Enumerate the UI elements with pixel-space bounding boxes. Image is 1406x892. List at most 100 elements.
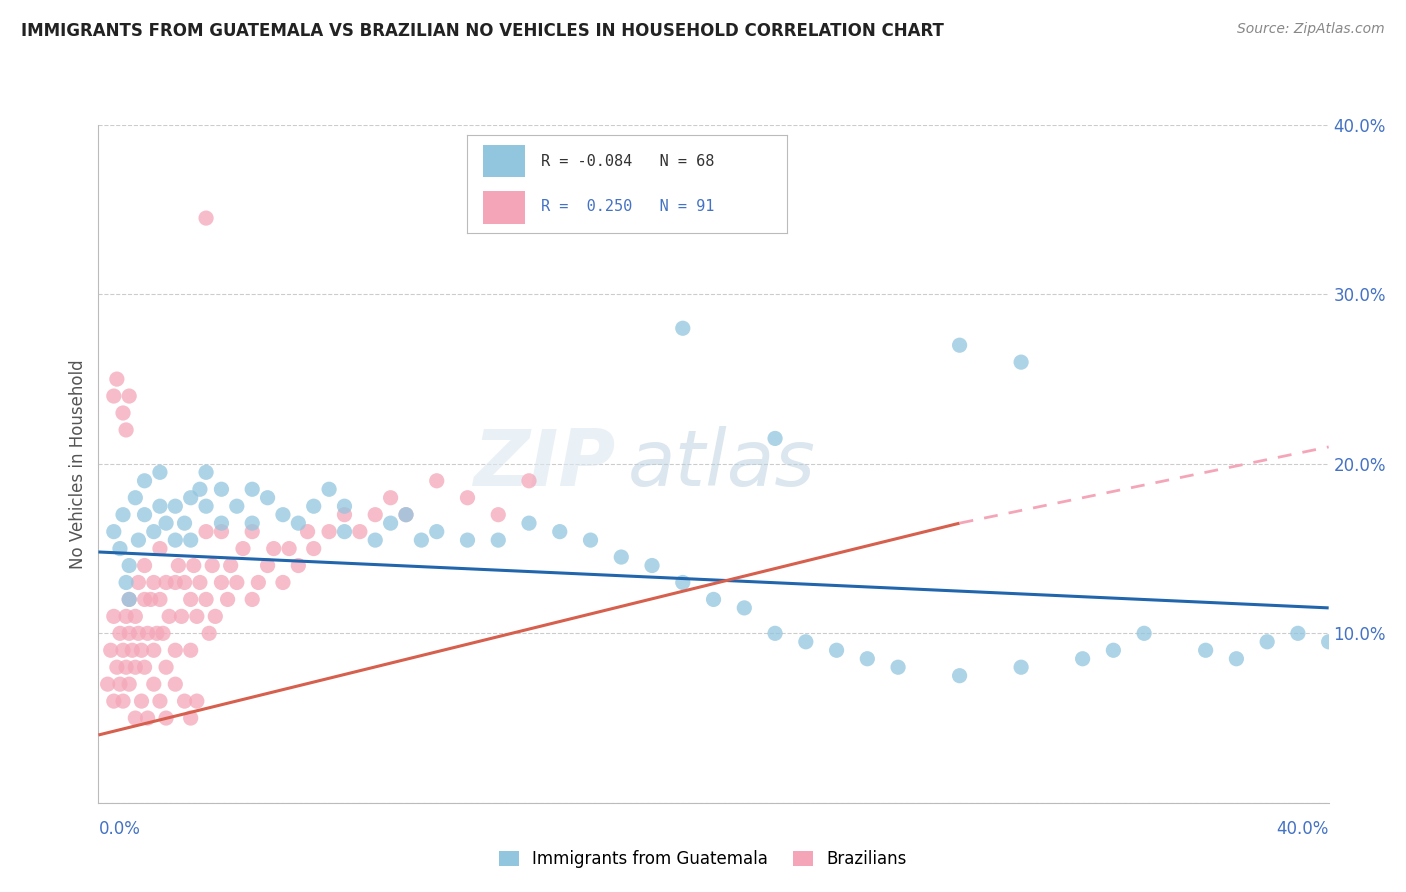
Point [136,626,159,640]
Point [100,643,122,657]
Point [256,491,278,505]
Point [1071,651,1094,665]
Point [173,694,195,708]
Point [127,533,149,547]
Point [115,609,138,624]
Point [142,575,165,590]
Point [486,533,509,547]
Point [115,660,138,674]
Point [108,626,131,640]
Point [195,524,218,539]
Point [333,500,356,514]
Point [149,466,172,480]
Point [105,372,128,386]
Point [134,660,156,674]
Point [297,524,319,539]
Point [287,516,309,530]
Point [949,338,972,352]
Point [142,643,165,657]
Point [198,626,221,640]
Point [211,575,233,590]
Point [188,482,211,496]
Point [1010,660,1032,674]
Point [395,508,418,522]
Point [186,609,208,624]
Point [211,482,233,496]
Point [1256,635,1278,649]
Point [149,541,172,556]
Point [103,524,125,539]
Point [134,558,156,573]
Point [108,541,131,556]
Point [118,592,141,607]
Point [302,500,325,514]
Point [115,575,138,590]
Point [201,558,224,573]
Point [131,643,153,657]
Point [118,389,141,403]
Point [124,660,146,674]
Point [219,558,242,573]
Point [142,677,165,691]
Point [733,601,755,615]
Point [232,541,254,556]
Point [183,558,205,573]
Point [165,677,187,691]
Point [155,575,177,590]
Point [146,626,169,640]
Point [118,677,141,691]
Point [118,558,141,573]
Point [247,575,270,590]
Point [195,592,218,607]
Point [180,643,202,657]
Point [333,508,356,522]
Point [155,660,177,674]
Point [240,482,263,496]
Point [856,651,879,665]
Point [131,694,153,708]
Point [1010,355,1032,369]
Point [173,575,195,590]
Point [271,508,294,522]
Point [180,491,202,505]
Point [115,423,138,437]
Point [240,516,263,530]
Point [302,541,325,556]
Y-axis label: No Vehicles in Household: No Vehicles in Household [69,359,87,569]
Point [1317,635,1340,649]
Point [165,533,187,547]
Point [170,609,193,624]
Point [263,541,285,556]
Point [112,694,135,708]
Point [271,575,294,590]
Point [225,500,247,514]
Point [127,575,149,590]
Point [763,626,786,640]
Point [165,500,187,514]
Point [486,508,509,522]
Point [672,575,695,590]
Point [204,609,226,624]
Point [517,474,540,488]
Point [103,609,125,624]
Text: 40.0%: 40.0% [1277,820,1329,838]
Point [240,592,263,607]
Point [152,626,174,640]
Point [188,575,211,590]
Text: ZIP: ZIP [472,425,616,502]
Point [380,516,402,530]
Point [456,491,478,505]
Point [124,609,146,624]
Point [395,508,418,522]
Point [157,609,180,624]
Point [112,406,135,420]
Point [121,643,143,657]
Point [949,669,972,683]
Point [380,491,402,505]
Point [517,516,540,530]
Point [672,321,695,335]
Point [1102,643,1125,657]
Point [139,592,162,607]
Point [887,660,910,674]
Point [364,533,387,547]
